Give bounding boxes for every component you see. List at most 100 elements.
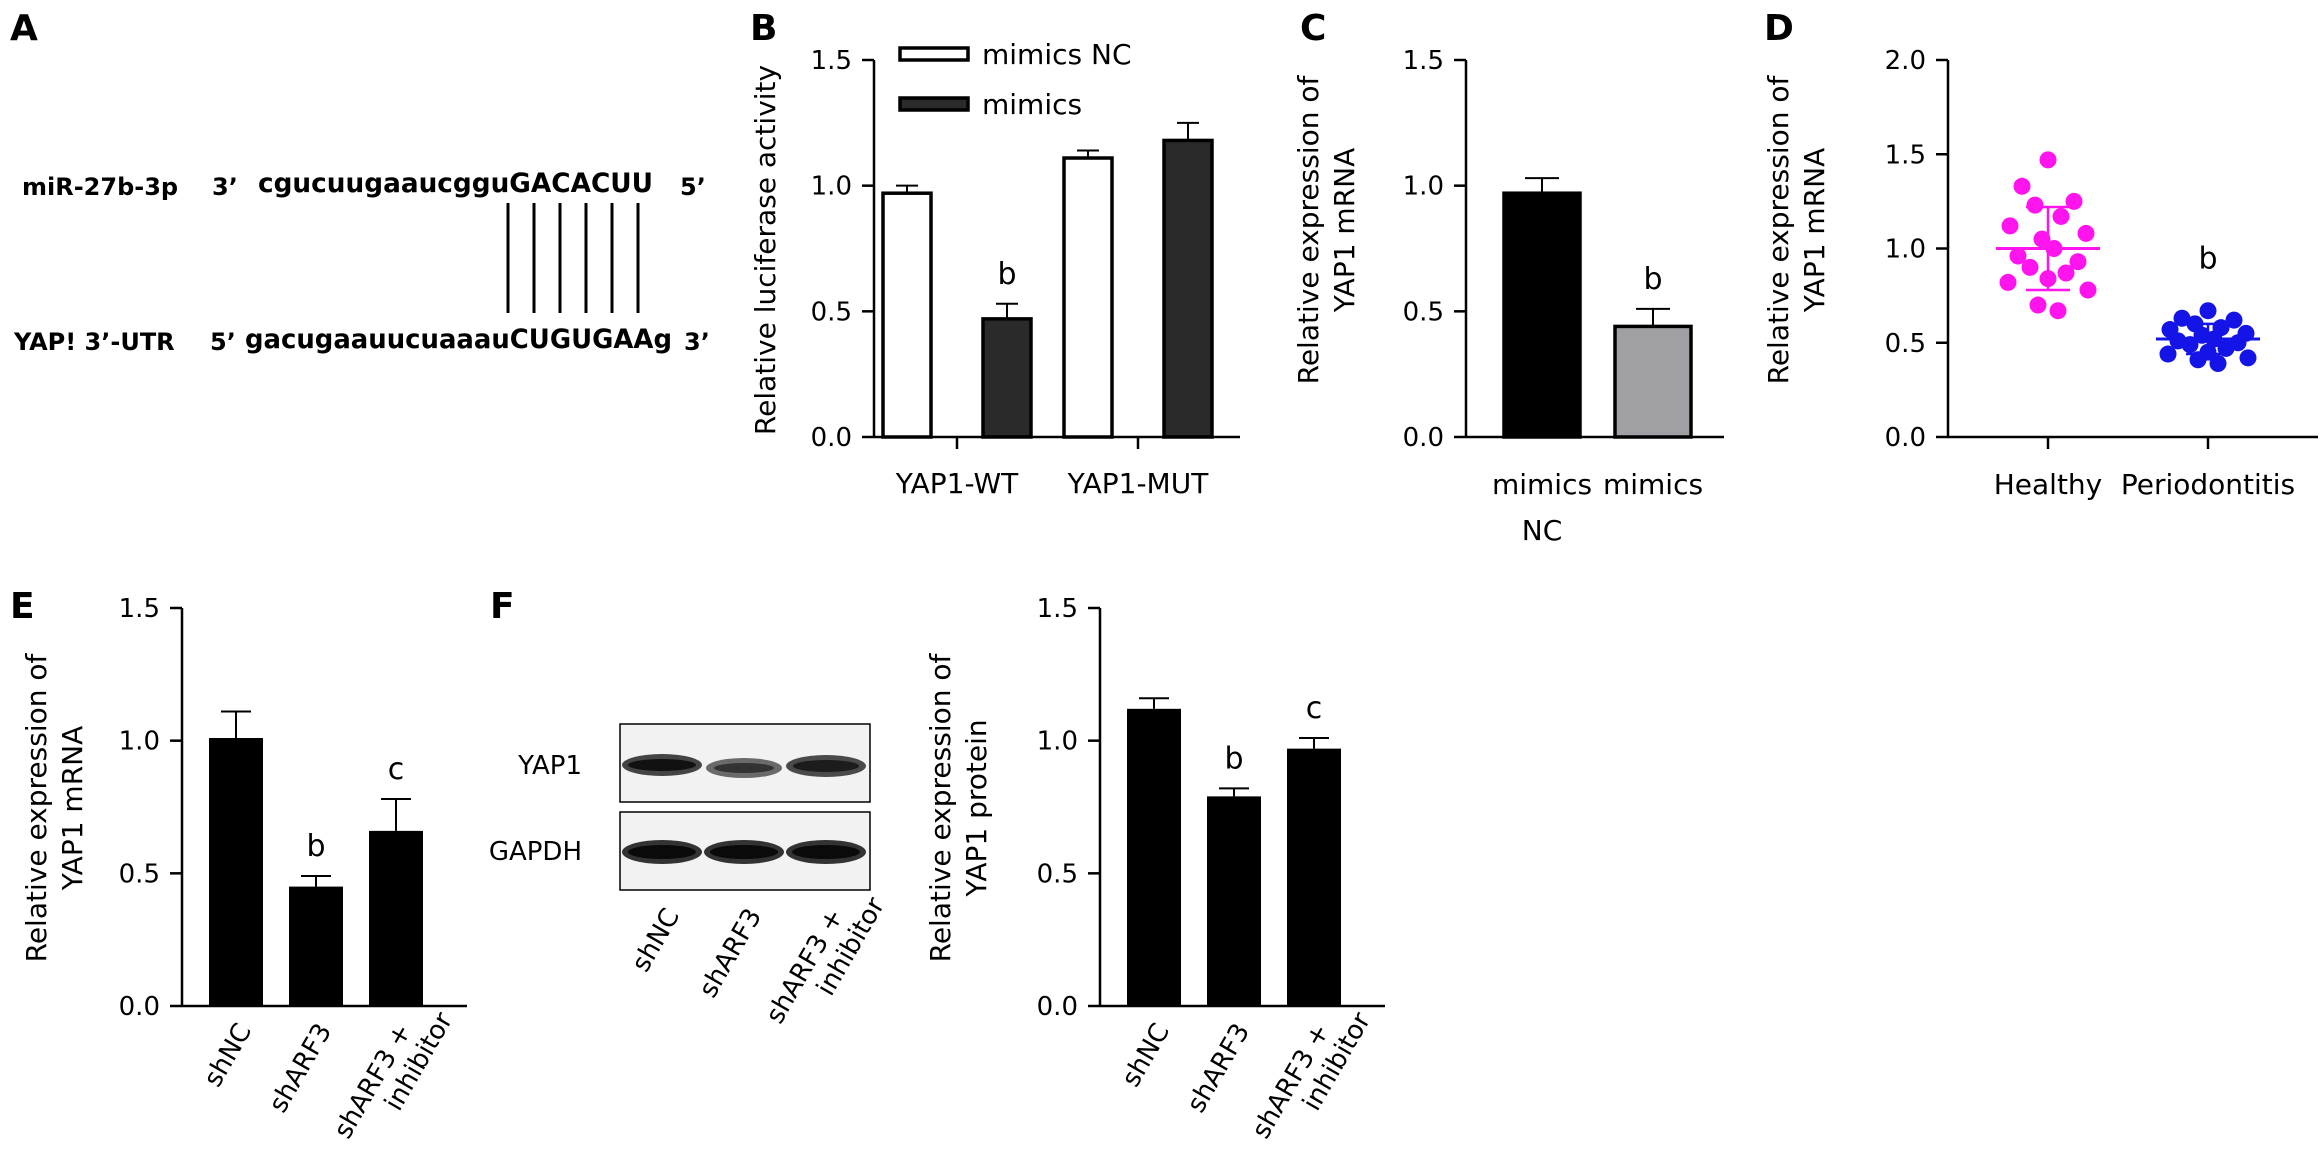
x-tick-label: shARF3 +inhibitor [1246,992,1377,1159]
y-tick-label: 1.0 [1037,727,1078,757]
y-tick-label: 1.0 [811,172,852,202]
panel-a-alignment: miR-27b-3p 3’ cgucuugaaucgguGACACUU 5’ Y… [13,168,710,356]
target-name: YAP! 3’-UTR [13,328,175,356]
bar [1502,191,1582,439]
bar [1162,138,1214,439]
data-point [2077,224,2095,242]
y-tick-label: 1.0 [119,727,160,757]
significance-label: c [1306,691,1323,726]
data-point [2199,302,2217,320]
x-tick-label: Periodontitis [2121,468,2295,501]
blot-lane-labels: shNC shARF3 shARF3 +inhibitor [626,877,891,1044]
target-end-5: 5’ [210,328,236,356]
x-tick-label: shNC [198,1019,258,1093]
blot-band-yap1-sharf3 [706,758,782,778]
data-point [2052,207,2070,225]
data-point [2173,309,2191,327]
y-tick-label: 0.5 [1885,329,1926,359]
data-point [2033,230,2051,248]
legend-label: mimics [982,88,1082,121]
y-tick-label: 0.0 [119,992,160,1022]
bar [1062,156,1114,439]
significance-label: b [2198,242,2217,277]
y-tick-label: 1.5 [1403,46,1444,76]
data-point [2217,339,2235,357]
blot-band-gapdh-sharf3-inhibitor [786,840,866,864]
y-tick-label: 1.0 [1885,235,1926,265]
significance-label: b [1643,262,1662,297]
bar [981,317,1033,439]
blot-band-gapdh-shnc [622,840,702,864]
x-tick-label: shNC [1116,1019,1176,1093]
panel-label-b: B [750,8,777,49]
significance-label: c [388,752,405,787]
y-tick-label: 0.5 [811,297,852,327]
y-tick-label: 1.5 [1037,594,1078,624]
blot-lane-label: shARF3 +inhibitor [760,877,891,1044]
data-point [2239,349,2257,367]
data-point [2069,253,2087,271]
chart-e: 0.0 0.5 1.0 1.5 Relative expression of YAP1 m… [20,594,467,1159]
data-point [2001,217,2019,235]
data-point [2159,345,2177,363]
y-axis-label: Relative expression of YAP1 protein [924,652,993,962]
y-tick-label: 0.5 [119,859,160,889]
data-point [2039,151,2057,169]
blot-lane-label: shNC [626,904,686,978]
bar [1127,708,1181,1006]
x-tick-label: shARF3 +inhibitor [328,992,459,1159]
data-point [2065,192,2083,210]
chart-c: 0.0 0.5 1.0 1.5 Relative expression of YAP1 m… [1292,46,1724,547]
x-tick-label: mimics [1603,468,1703,501]
western-blot: YAP1 GAPDH shNC shARF3 shARF3 +inhibitor [489,723,891,1044]
y-tick-label: 1.0 [1403,172,1444,202]
x-tick-label: NC [1522,514,1563,547]
y-tick-label: 1.5 [1885,140,1926,170]
blot-band-gapdh-sharf3 [704,840,784,864]
data-point [2026,196,2044,214]
x-tick-label: mimics [1492,468,1592,501]
blot-band-yap1-sharf3-inhibitor [786,755,866,777]
chart-f: 0.0 0.5 1.0 1.5 Relative expression of YAP1 p… [924,594,1385,1159]
mirna-end-5: 3’ [212,173,238,201]
y-tick-label: 1.5 [119,594,160,624]
panel-label-d: D [1764,8,1794,49]
y-axis-label: Relative expression of YAP1 mRNA [20,652,89,962]
panel-label-f: F [490,586,515,627]
bar [369,830,423,1006]
mirna-sequence: cgucuugaaucgguGACACUU [258,168,653,199]
data-point [2209,354,2227,372]
significance-label: b [997,257,1016,292]
x-tick-label: YAP1-WT [895,467,1019,500]
base-pair-lines [506,203,640,313]
y-tick-label: 1.5 [811,46,852,76]
data-point [2013,177,2031,195]
blot-label-gapdh: GAPDH [489,837,582,867]
bar [881,191,933,439]
y-axis-label: Relative expression of YAP1 mRNA [1292,74,1361,384]
blot-band-yap1-shnc [622,754,702,776]
target-sequence: gacugaauucuaaauCUGUGAAg [245,324,672,355]
y-tick-label: 0.5 [1403,297,1444,327]
legend-label: mimics NC [982,38,1132,71]
significance-label: b [1224,741,1243,776]
data-point [2189,351,2207,369]
data-point [2057,264,2075,282]
y-axis-label: Relative expression of YAP1 mRNA [1762,74,1831,384]
y-tick-label: 0.0 [1403,423,1444,453]
bar [1287,748,1341,1006]
bar [1207,796,1261,1006]
x-tick-label: shARF3 [263,1019,338,1118]
bar [1613,324,1693,439]
y-tick-label: 2.0 [1885,46,1926,76]
y-tick-label: 0.5 [1037,859,1078,889]
bar [209,738,263,1006]
data-point [2021,258,2039,276]
mirna-name: miR-27b-3p [22,173,178,201]
legend-swatch [898,96,970,112]
panel-label-a: A [10,8,38,49]
significance-label: b [306,829,325,864]
panel-label-e: E [10,586,35,627]
legend-swatch [898,46,970,62]
